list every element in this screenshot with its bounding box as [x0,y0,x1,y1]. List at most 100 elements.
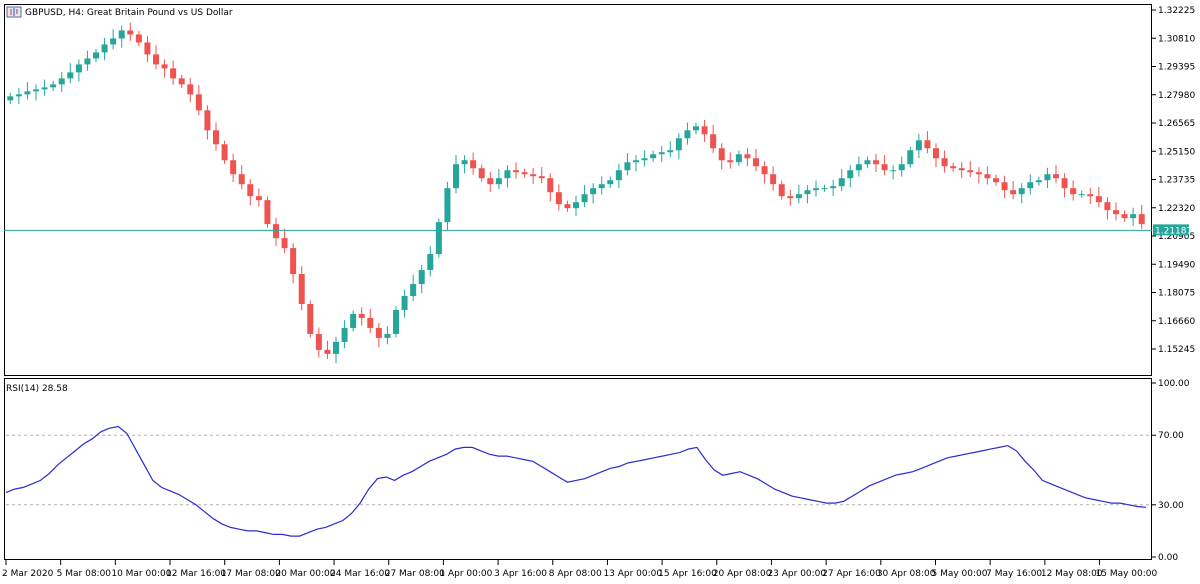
candle [898,156,905,177]
candle [581,184,588,208]
candle [744,147,751,167]
current-price-label: 1.21187 [1155,226,1192,236]
candle [1095,186,1102,208]
candle-body [384,333,391,338]
candle [101,38,108,61]
time-tick-label: 23 Apr 00:00 [767,569,826,579]
candle-body [984,174,991,179]
candle-body [675,138,682,151]
candle [521,168,528,178]
candle [375,322,382,348]
candle-body [950,166,957,169]
candle [341,320,348,349]
candle-body [573,202,579,209]
candle-body [470,160,477,169]
candle-body [684,130,691,139]
candle-body [110,38,117,45]
candle-body [1095,196,1102,203]
candle-body [530,174,537,177]
rsi-axis: 100.00 70.00 30.00 0.00 [6,379,1190,563]
rsi-panel-frame [4,378,1152,560]
candle [1001,175,1008,198]
candle-body [941,158,948,167]
price-tick-label: 1.16660 [1158,317,1195,327]
price-axis: 1.32225 1.30810 1.29395 1.27980 1.26565 1.251… [1152,6,1195,355]
candle [453,155,459,194]
time-tick-label: 7 May 16:00 [986,569,1042,579]
candle-body [375,327,382,338]
candle [264,196,271,228]
candle-body [761,166,768,175]
candle [273,217,279,246]
time-tick-label: 5 Mar 08:00 [57,569,112,579]
time-tick-label: 10 Mar 00:00 [111,569,171,579]
candle-body [315,333,322,350]
candle [598,176,605,195]
candle-body [221,144,228,161]
price-tick-label: 1.29395 [1158,63,1195,73]
candle [15,87,22,105]
candle [847,165,854,188]
candle [118,25,125,48]
candle-body [341,327,348,342]
candle-body [255,196,262,201]
candle [1061,173,1068,198]
candle [281,228,288,254]
candle [367,308,374,333]
candle-body [487,178,494,185]
candle-body [744,154,751,159]
candle [358,307,365,326]
candle [144,36,151,63]
candle-body [1078,194,1085,196]
candle [135,30,142,47]
candle [178,74,185,88]
candle-body [581,194,588,203]
candle-body [281,238,288,249]
candle-body [33,89,39,92]
candle [864,156,871,168]
candle-body [830,186,837,189]
candle-body [881,164,888,171]
candle-body [161,64,168,69]
candle [547,173,554,202]
time-tick-label: 20 Mar 00:00 [275,569,335,579]
candle [693,122,699,134]
candle [555,184,562,211]
candle [590,183,597,204]
candle-body [547,178,554,193]
candle-body [1104,202,1111,211]
candle [487,171,494,192]
time-tick-label: 15 Apr 16:00 [658,569,717,579]
candle-body [907,150,914,165]
candle-body [513,170,519,173]
rsi-series [5,425,1147,537]
candle [393,306,399,338]
candle-body [641,158,648,161]
candle [93,48,99,63]
candle-body [204,110,211,131]
current-price-line: 1.21187 [4,224,1192,236]
candle [427,246,434,277]
candle-body [213,130,219,145]
candle-body [890,170,897,172]
candle [127,22,134,41]
candle [701,119,708,143]
candle-body [1070,188,1077,195]
candle [50,80,57,91]
candle-body [418,270,425,285]
candle [1087,187,1094,204]
candle [804,185,811,204]
candle-body [401,295,408,310]
candle [658,145,665,163]
candle-body [770,174,777,185]
candle-body [495,178,502,185]
candle-body [735,154,742,163]
candle-body [727,160,734,163]
candle-body [658,152,665,155]
price-tick-label: 1.32225 [1158,6,1195,16]
time-tick-label: 27 Mar 08:00 [385,569,445,579]
candle [753,149,759,172]
candle [684,122,691,145]
candle [213,122,219,151]
